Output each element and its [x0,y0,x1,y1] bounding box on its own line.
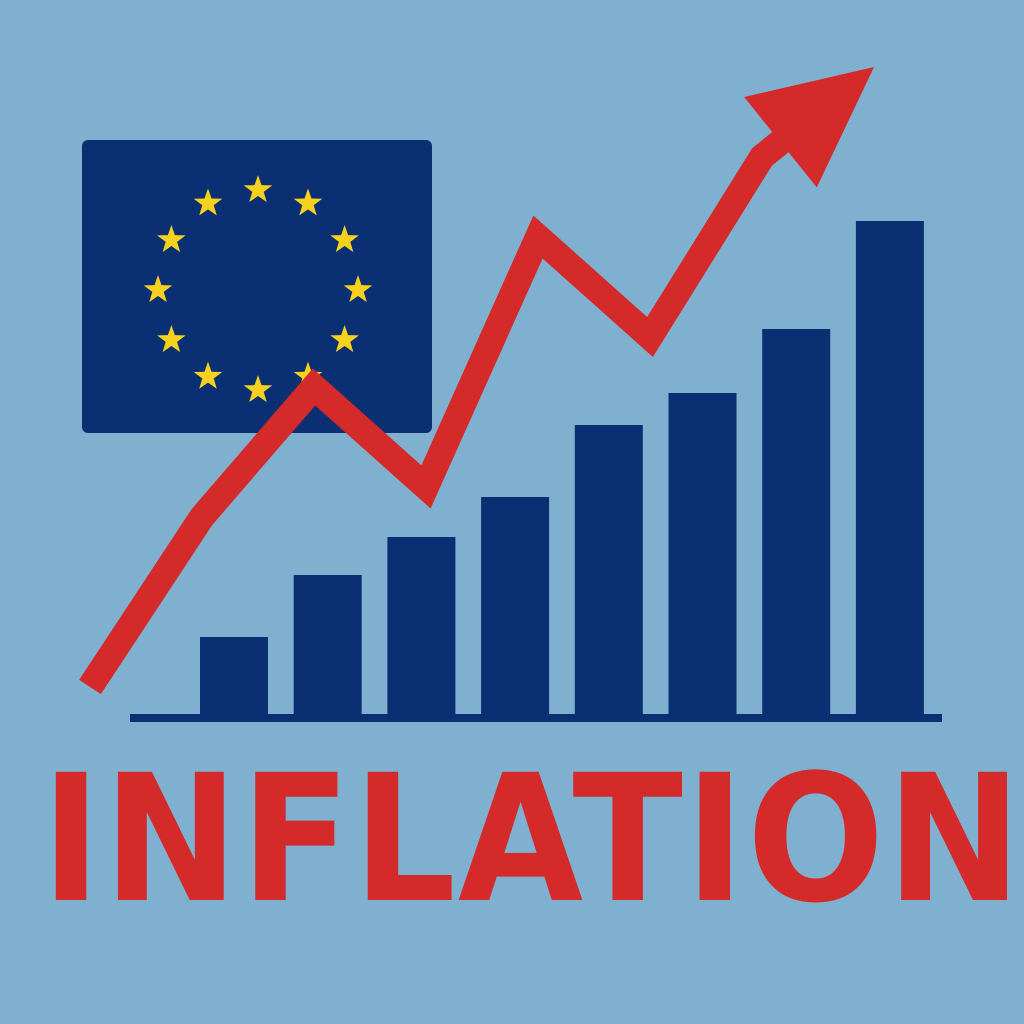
flag-star-icon [157,325,186,353]
flag-star-icon [193,361,223,389]
flag-star-icon [343,275,373,303]
flag-star-icon [157,225,186,253]
trend-arrow [79,67,874,695]
flag-star-icon [193,188,223,216]
flag-star-icon [330,325,359,353]
bar [481,497,550,717]
bar [762,329,831,717]
flag-background [82,140,432,433]
bar [855,221,924,717]
bar [200,637,268,717]
bar-series [200,221,924,717]
flag-star-icon [330,225,359,253]
flag-star-icon [143,275,173,303]
arrow-head-icon [744,67,874,188]
flag-star-icon [243,375,273,403]
x-axis-baseline [130,714,942,722]
bar [574,425,643,717]
trend-line [79,119,805,695]
bar [668,393,737,717]
flag-star-icon [243,175,273,203]
flag-star-icon [293,188,323,216]
chart-title: INFLATION [40,737,1024,942]
bar [387,537,456,717]
x-axis [130,714,942,722]
bar [293,575,362,717]
eu-flag-icon [82,140,432,433]
